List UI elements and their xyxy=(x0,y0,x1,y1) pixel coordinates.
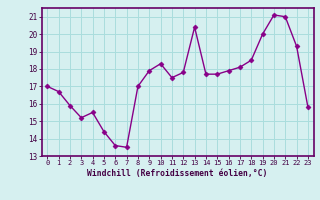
X-axis label: Windchill (Refroidissement éolien,°C): Windchill (Refroidissement éolien,°C) xyxy=(87,169,268,178)
